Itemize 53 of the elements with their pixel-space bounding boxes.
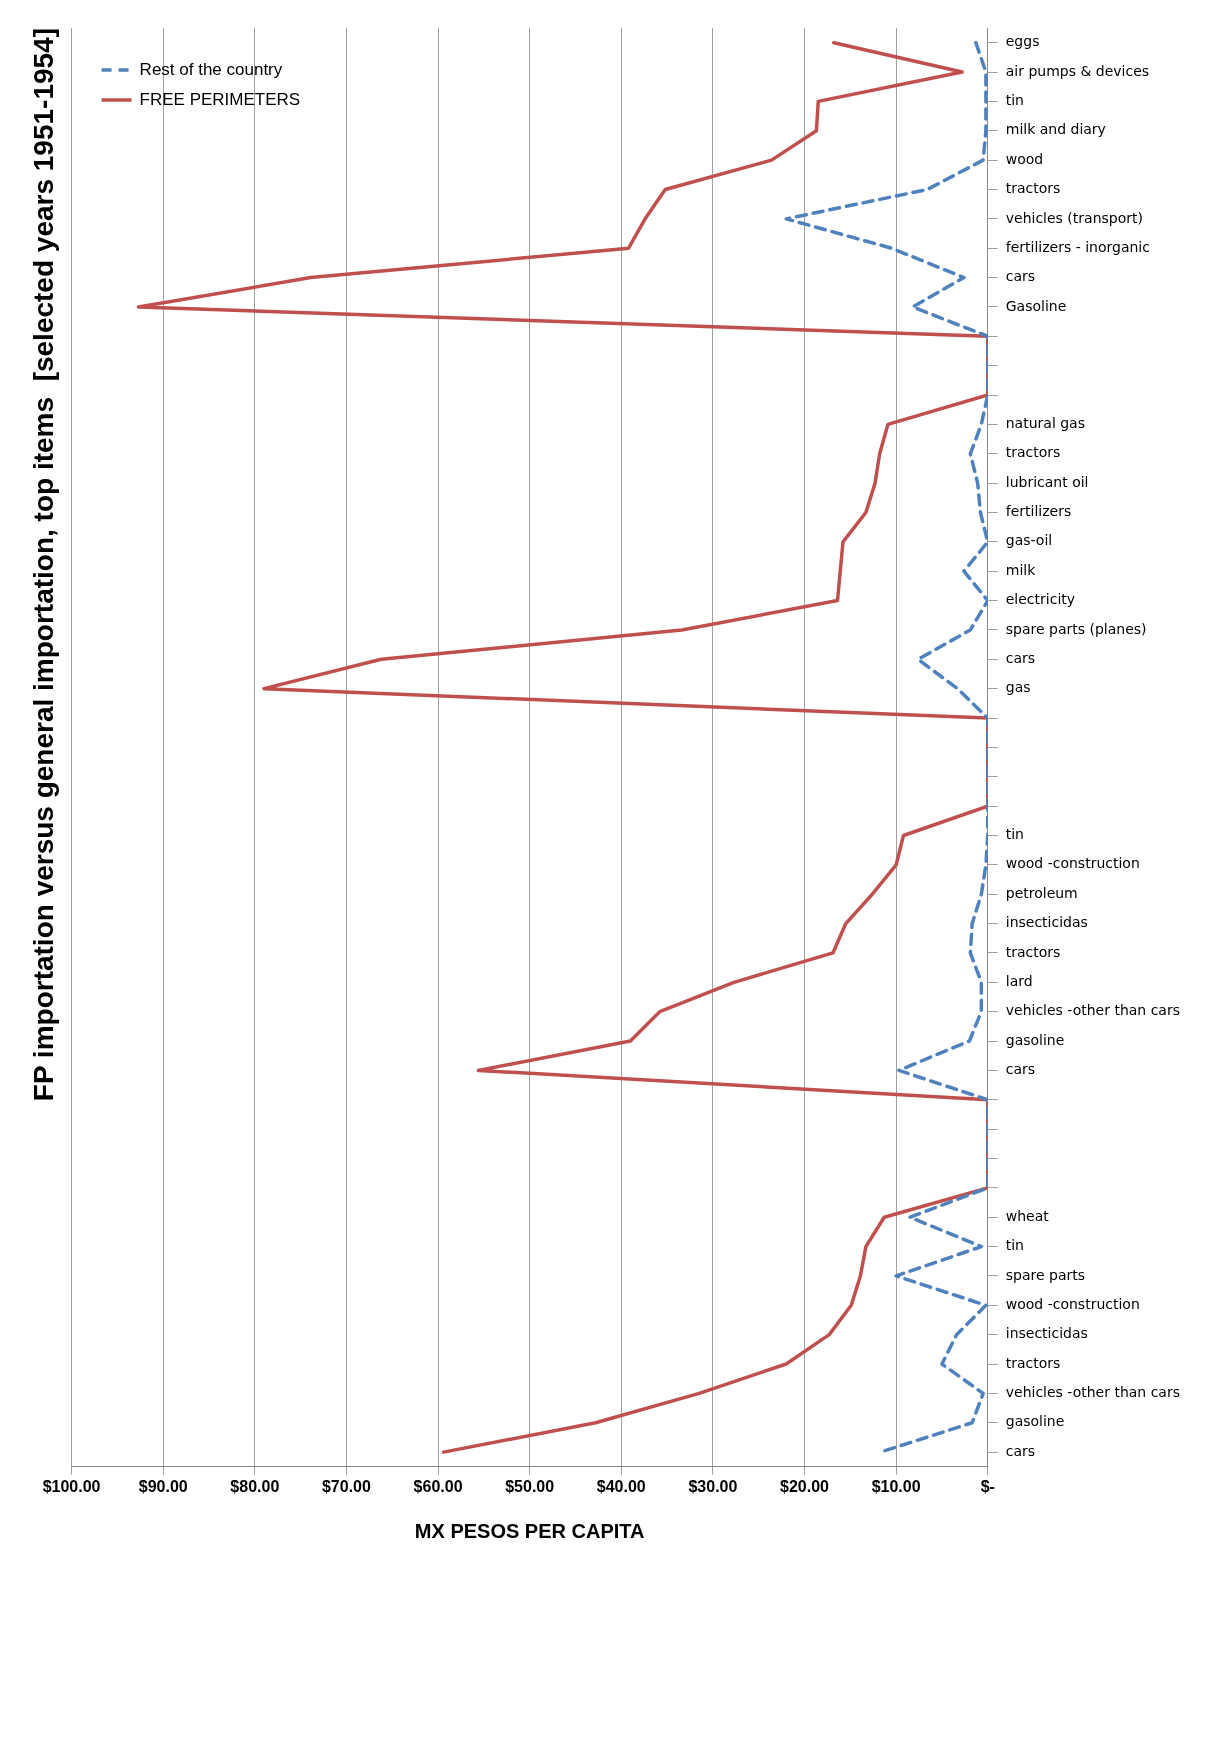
y-tick-label: wood (1005, 150, 1044, 167)
y-tick-label: wheat (1005, 1207, 1050, 1224)
x-tick-label: $- (980, 1477, 995, 1495)
y-tick-label: tractors (1005, 180, 1061, 197)
y-tick-label: tin (1005, 826, 1025, 843)
y-tick-label: tin (1005, 1237, 1025, 1254)
y-tick-label: spare parts (planes) (1005, 620, 1147, 637)
y-tick-label: cars (1005, 268, 1036, 285)
y-tick-label: lard (1005, 972, 1033, 989)
y-tick-label: petroleum (1005, 884, 1078, 901)
y-tick-label: gasoline (1005, 1413, 1065, 1430)
y-tick-label: tractors (1005, 444, 1061, 461)
y-tick-label: lubricant oil (1005, 473, 1089, 490)
y-tick-label: vehicles -other than cars (1005, 1002, 1181, 1019)
y-tick-label: fertilizers - inorganic (1005, 238, 1150, 255)
x-tick-label: $30.00 (688, 1477, 738, 1495)
y-tick-label: insecticidas (1005, 1325, 1088, 1342)
y-tick-label: vehicles (transport) (1005, 209, 1143, 226)
y-tick-label: electricity (1005, 591, 1076, 608)
y-tick-label: spare parts (1005, 1266, 1086, 1283)
y-tick-label: wood -construction (1005, 1295, 1140, 1312)
y-tick-label: milk (1005, 561, 1037, 578)
y-tick-label: gasoline (1005, 1031, 1065, 1048)
y-tick-label: natural gas (1005, 415, 1085, 432)
y-tick-label: air pumps & devices (1005, 62, 1150, 79)
text: FP importation versus general importation, top items [selected years 1951-1954] (27, 28, 59, 1102)
x-tick-label: $60.00 (413, 1477, 463, 1495)
x-tick-label: $20.00 (780, 1477, 830, 1495)
x-tick-label: $100.00 (42, 1477, 101, 1495)
y-tick-label: milk and diary (1005, 121, 1106, 138)
y-tick-label: insecticidas (1005, 914, 1088, 931)
x-tick-label: $90.00 (138, 1477, 188, 1495)
x-tick-label: $50.00 (505, 1477, 555, 1495)
y-tick-label: gas (1005, 679, 1031, 696)
x-tick-label: $40.00 (596, 1477, 646, 1495)
y-tick-label: cars (1005, 1061, 1036, 1078)
y-tick-label: vehicles -other than cars (1005, 1384, 1181, 1401)
y-tick-label: Gasoline (1005, 297, 1067, 314)
x-axis-title: MX PESOS PER CAPITA (414, 1519, 645, 1542)
x-tick-label: $80.00 (230, 1477, 280, 1495)
y-tick-label: cars (1005, 649, 1036, 666)
y-tick-label: fertilizers (1005, 503, 1072, 520)
y-tick-label: tin (1005, 92, 1025, 109)
y-tick-label: gas-oil (1005, 532, 1053, 549)
y-tick-label: eggs (1005, 33, 1040, 50)
x-tick-label: $70.00 (321, 1477, 372, 1495)
legend-label: Rest of the country (139, 59, 283, 79)
y-tick-label: tractors (1005, 943, 1061, 960)
y-tick-label: wood -construction (1005, 855, 1140, 872)
x-tick-label: $10.00 (871, 1477, 921, 1495)
y-tick-label: tractors (1005, 1354, 1061, 1371)
y-tick-label: cars (1005, 1442, 1036, 1459)
legend-label: FREE PERIMETERS (139, 89, 301, 109)
